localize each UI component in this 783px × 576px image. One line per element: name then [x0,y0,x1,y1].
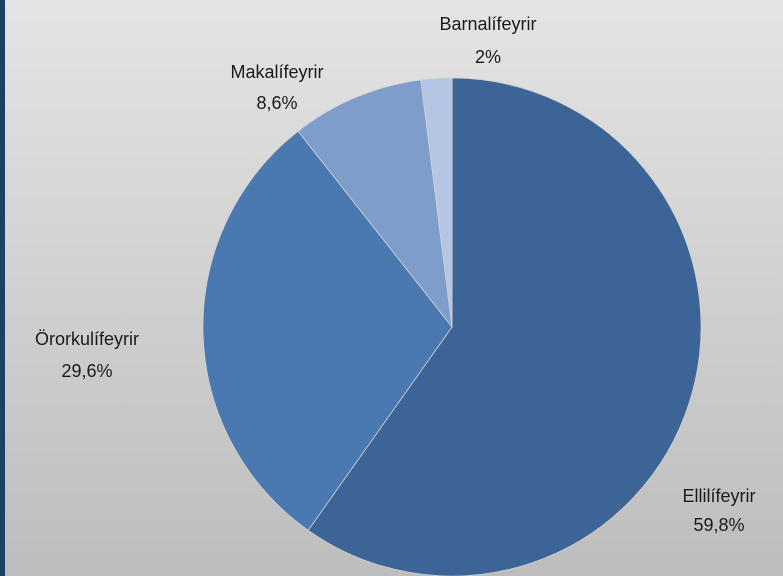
left-border [0,0,5,576]
pie-slice [202,130,453,531]
value-label: 29,6% [61,361,112,381]
pie-slice [420,77,453,328]
category-label: Barnalífeyrir [439,14,536,34]
pie [202,77,702,576]
value-label: 8,6% [256,93,297,113]
category-label: Örorkulífeyrir [35,329,139,349]
pie-slice [297,79,453,329]
category-label: Ellilífeyrir [682,486,755,506]
pie-slice [307,77,702,576]
category-label: Makalífeyrir [230,62,323,82]
value-label: 59,8% [693,515,744,535]
value-label: 2% [475,47,501,67]
